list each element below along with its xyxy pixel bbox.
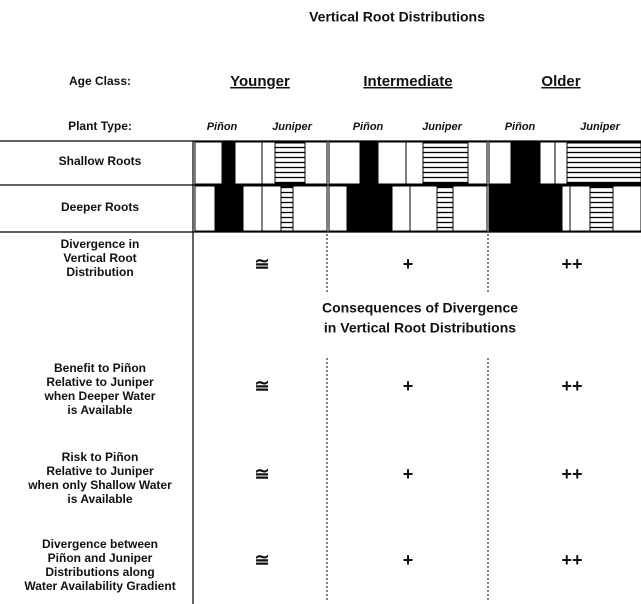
symbol: ++ xyxy=(561,550,582,570)
symbol: ≅ xyxy=(254,254,269,274)
row-label: is Available xyxy=(67,492,132,506)
age-class: Younger xyxy=(230,73,290,90)
row-label: Divergence between xyxy=(42,537,158,551)
section-title: in Vertical Root Distributions xyxy=(324,320,516,336)
row-label: is Available xyxy=(67,403,132,417)
age-class-label: Age Class: xyxy=(69,74,131,88)
row-label: Shallow Roots xyxy=(59,154,142,168)
plant-type: Piñon xyxy=(207,121,238,133)
row-label: Piñon and Juniper xyxy=(48,551,153,565)
symbol: + xyxy=(403,376,414,396)
symbol: ++ xyxy=(561,254,582,274)
plant-type: Juniper xyxy=(580,121,620,133)
symbol: + xyxy=(403,464,414,484)
row-label: Relative to Juniper xyxy=(46,464,154,478)
dotted-dividers xyxy=(326,234,489,600)
root-bars xyxy=(214,141,641,232)
row-label: when Deeper Water xyxy=(44,389,156,403)
section-title: Consequences of Divergence xyxy=(322,300,518,316)
symbol: ≅ xyxy=(254,376,269,396)
row-label: Water Availability Gradient xyxy=(24,579,175,593)
row-label: Deeper Roots xyxy=(61,200,139,214)
table-lines xyxy=(0,140,641,604)
age-class: Intermediate xyxy=(363,73,452,90)
symbol: ++ xyxy=(561,464,582,484)
title: Vertical Root Distributions xyxy=(309,9,485,25)
plant-type: Juniper xyxy=(422,121,462,133)
row-label: Risk to Piñon xyxy=(62,450,139,464)
symbol: ≅ xyxy=(254,464,269,484)
row-label: Relative to Juniper xyxy=(46,375,154,389)
row-label: Vertical Root xyxy=(63,251,136,265)
age-class: Older xyxy=(541,73,580,90)
symbol: + xyxy=(403,254,414,274)
row-label: Divergence in xyxy=(61,237,140,251)
row-label: Distribution xyxy=(66,265,133,279)
symbol: + xyxy=(403,550,414,570)
plant-type: Juniper xyxy=(272,121,312,133)
row-label: Benefit to Piñon xyxy=(54,361,146,375)
plant-type: Piñon xyxy=(353,121,384,133)
row-label: Distributions along xyxy=(45,565,154,579)
symbol: ++ xyxy=(561,376,582,396)
symbol: ≅ xyxy=(254,550,269,570)
row-label: when only Shallow Water xyxy=(27,478,172,492)
plant-type: Piñon xyxy=(505,121,536,133)
plant-type-label: Plant Type: xyxy=(68,119,132,133)
